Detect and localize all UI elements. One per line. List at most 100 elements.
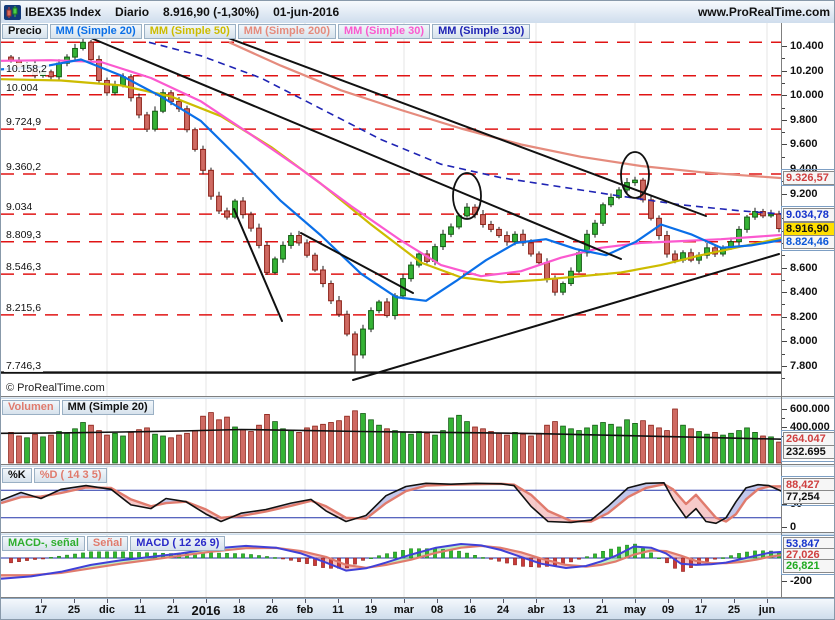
axis-tick-label: 7.800	[790, 360, 818, 372]
price-level-label: 8.809,3	[4, 228, 44, 241]
axis-tick	[782, 132, 785, 134]
time-tick	[74, 599, 75, 603]
time-tick	[734, 599, 735, 603]
time-label: abr	[527, 604, 545, 616]
stoch-legend-chip-1[interactable]: %D ( 14 3 5)	[33, 468, 108, 483]
axis-tick	[782, 378, 785, 380]
time-tick	[371, 599, 372, 603]
axis-divider	[781, 23, 782, 598]
timeframe[interactable]: Diario	[115, 5, 150, 19]
value-group-frame	[781, 430, 834, 462]
time-label: 11	[134, 604, 146, 616]
stochastic-chart-canvas[interactable]	[1, 467, 782, 532]
axis-tick	[782, 316, 787, 318]
axis-tick-label: 8.400	[790, 286, 818, 299]
volume-panel[interactable]: Volumen MM (Simple 20)	[1, 399, 834, 465]
axis-tick	[782, 70, 787, 72]
time-tick	[107, 599, 108, 603]
axis-tick	[782, 329, 785, 331]
price-legend-chip-2[interactable]: MM (Simple 50)	[143, 24, 236, 39]
volume-legend-chip-1[interactable]: MM (Simple 20)	[61, 400, 154, 415]
axis-tick-label: 8.600	[790, 261, 818, 274]
price-legend-chip-4[interactable]: MM (Simple 30)	[337, 24, 431, 39]
panel-separator[interactable]	[1, 397, 834, 399]
price-legend-chip-1[interactable]: MM (Simple 20)	[49, 24, 142, 39]
value-group-frame	[781, 535, 834, 575]
price-legend-chip-3[interactable]: MM (Simple 200)	[237, 24, 336, 39]
axis-tick	[782, 427, 787, 428]
time-tick	[536, 599, 537, 603]
time-label: 11	[332, 604, 344, 616]
time-tick	[140, 599, 141, 603]
macd-legend-chip-2[interactable]: MACD ( 12 26 9)	[130, 536, 226, 551]
price-legend-chip-0[interactable]: Precio	[2, 24, 48, 39]
axis-tick-label: 8.000	[790, 335, 818, 348]
stoch-legend-chip-0[interactable]: %K	[2, 468, 32, 483]
axis-tick	[782, 46, 787, 47]
price-legend: Precio MM (Simple 20) MM (Simple 50) MM (Si…	[2, 24, 531, 39]
time-tick	[239, 599, 240, 603]
price-level-label: 9.724,9	[4, 116, 44, 129]
axis-tick-label: 9.200	[790, 187, 818, 200]
time-label: 21	[595, 604, 609, 616]
session-date: 01-jun-2016	[273, 5, 340, 19]
time-tick	[305, 599, 306, 603]
volume-legend-chip-0[interactable]: Volumen	[2, 400, 60, 415]
time-label: 25	[67, 604, 81, 616]
axis-tick	[782, 193, 787, 195]
time-label: may	[623, 604, 647, 616]
value-group-frame	[781, 206, 834, 251]
time-label: 21	[166, 604, 180, 616]
panel-separator[interactable]	[1, 533, 834, 535]
axis-tick-label: 10.000	[790, 89, 824, 102]
axis-tick-label: 50	[790, 498, 803, 510]
watermark: © ProRealTime.com	[6, 382, 105, 394]
time-label: jun	[758, 604, 776, 616]
macd-legend: MACD-, señal Señal MACD ( 12 26 9)	[2, 536, 226, 551]
volume-legend: Volumen MM (Simple 20)	[2, 400, 154, 415]
time-label: 26	[265, 604, 279, 616]
panel-separator[interactable]	[1, 465, 834, 467]
price-panel[interactable]: Precio MM (Simple 20) MM (Simple 50) MM (Si…	[1, 23, 834, 397]
axis-tick	[782, 304, 785, 306]
instrument-name[interactable]: IBEX35 Index	[25, 5, 102, 19]
price-level-label: 9.034	[4, 201, 35, 214]
axis-tick	[782, 409, 787, 410]
axis-tick	[782, 119, 787, 121]
axis-tick-label: -200	[790, 574, 813, 587]
time-tick	[503, 599, 504, 603]
axis-tick	[782, 292, 787, 294]
last-value-label: 26,821	[783, 559, 834, 573]
last-value-label: 9.326,57	[783, 171, 834, 185]
time-tick	[206, 599, 207, 603]
time-label: dic	[99, 604, 115, 616]
time-tick	[41, 599, 42, 603]
axis-tick	[782, 418, 785, 419]
time-tick	[470, 599, 471, 603]
axis-tick-label: 10.200	[790, 64, 824, 77]
time-tick	[635, 599, 636, 603]
axis-tick	[782, 107, 785, 109]
macd-legend-chip-1[interactable]: Señal	[86, 536, 129, 551]
time-axis[interactable]: 17 25 dic 11 21 2016 18 26 feb 11 19 mar 08 16 24 abr 13…	[1, 598, 834, 619]
macd-panel[interactable]: MACD-, señal Señal MACD ( 12 26 9)	[1, 535, 834, 598]
time-label: 18	[232, 604, 246, 616]
macd-chart-canvas[interactable]	[1, 535, 782, 597]
axis-tick-label: 0	[790, 521, 797, 533]
price-level-label: 10.004	[4, 81, 41, 94]
stochastic-legend: %K %D ( 14 3 5)	[2, 468, 108, 483]
axis-tick	[782, 95, 787, 97]
time-tick	[701, 599, 702, 603]
site-link[interactable]: www.ProRealTime.com	[697, 5, 830, 19]
axis-tick-label: 600.000	[790, 403, 830, 415]
price-chart-canvas[interactable]	[1, 23, 782, 396]
time-label: 24	[496, 604, 510, 616]
price-level-label: 7.746,3	[4, 359, 44, 372]
time-tick	[404, 599, 405, 603]
price-level-label: 10.158,2	[4, 62, 49, 75]
time-label: mar	[393, 604, 415, 616]
time-tick	[602, 599, 603, 603]
stochastic-panel[interactable]: %K %D ( 14 3 5)	[1, 467, 834, 533]
price-legend-chip-5[interactable]: MM (Simple 130)	[432, 24, 531, 39]
macd-legend-chip-0[interactable]: MACD-, señal	[2, 536, 85, 551]
